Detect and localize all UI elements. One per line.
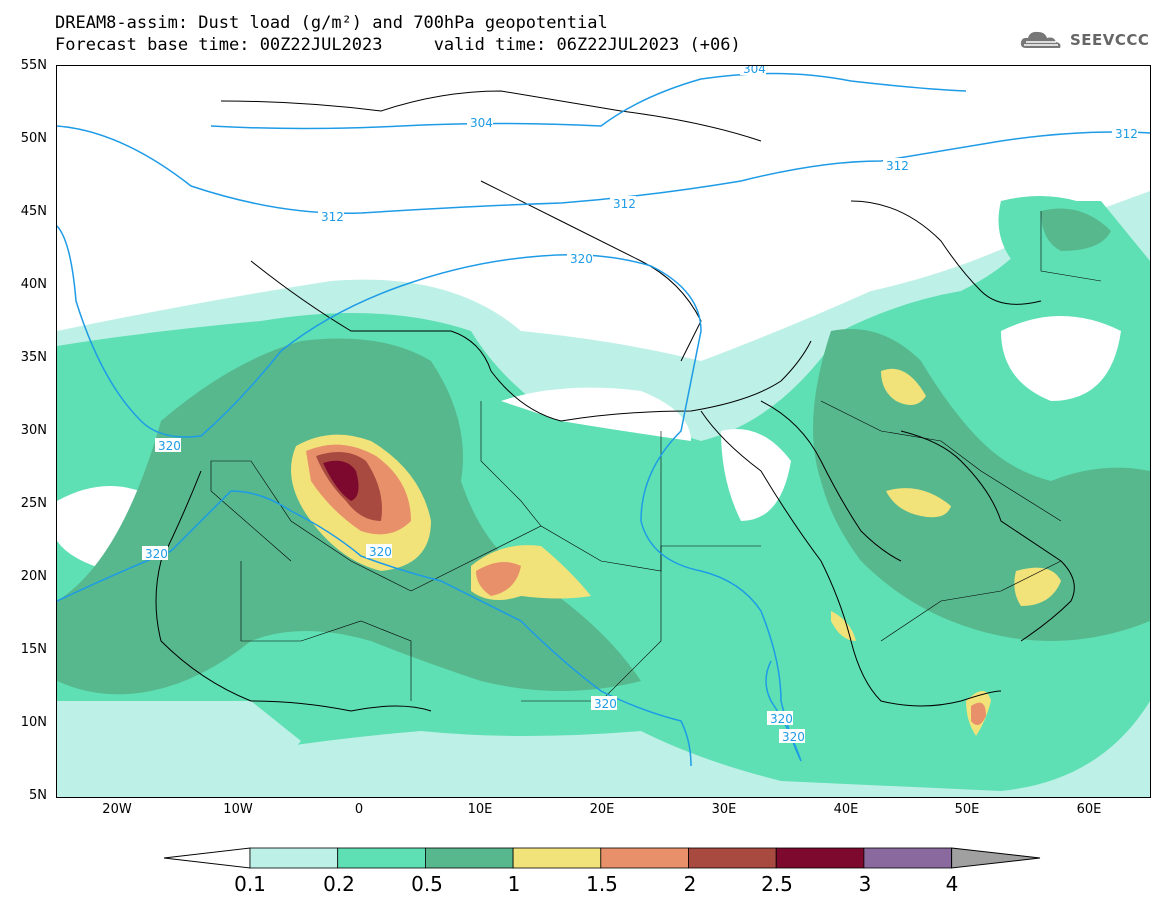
map-canvas: 304 304 312 312 312 312 320 320 320 320 … <box>57 66 1150 797</box>
contour-label: 320 <box>570 252 593 266</box>
lon-label-0: 0 <box>354 802 364 817</box>
lon-label-20w: 20W <box>102 802 132 817</box>
lon-label-30e: 30E <box>711 802 737 817</box>
lat-label-15n: 15N <box>20 642 47 657</box>
colorbar <box>163 847 1041 869</box>
colorbar-label: 3 <box>858 872 872 896</box>
lat-label-25n: 25N <box>20 496 47 511</box>
lat-label-55n: 55N <box>20 58 47 73</box>
lat-label-40n: 40N <box>20 277 47 292</box>
lon-label-20e: 20E <box>589 802 615 817</box>
colorbar-label: 2 <box>683 872 697 896</box>
borders <box>210 211 1102 702</box>
lon-label-60e: 60E <box>1076 802 1102 817</box>
colorbar-cell <box>688 847 777 869</box>
contour-label: 312 <box>321 210 344 224</box>
contour-label: 320 <box>782 730 805 744</box>
lat-label-30n: 30N <box>20 423 47 438</box>
colorbar-cell <box>249 847 339 869</box>
lon-label-10w: 10W <box>223 802 253 817</box>
colorbar-label: 1 <box>507 872 521 896</box>
lat-label-35n: 35N <box>20 350 47 365</box>
colorbar-cell <box>863 847 953 869</box>
lat-label-45n: 45N <box>20 204 47 219</box>
colorbar-low-triangle <box>163 847 251 869</box>
colorbar-label: 0.1 <box>234 872 266 896</box>
contour-label-group: 304 304 312 312 312 312 320 320 320 320 … <box>142 66 1138 744</box>
lon-label-40e: 40E <box>833 802 859 817</box>
contour-label: 320 <box>594 697 617 711</box>
logo-text: SEEVCCC <box>1070 31 1150 49</box>
colorbar-label: 0.5 <box>411 872 443 896</box>
colorbar-cell <box>512 847 602 869</box>
contour-label: 320 <box>145 547 168 561</box>
dust-map: 304 304 312 312 312 312 320 320 320 320 … <box>56 65 1151 798</box>
colorbar-cell <box>337 847 426 869</box>
colorbar-high-triangle <box>951 847 1041 869</box>
colorbar-label: 1.5 <box>586 872 618 896</box>
contour-label: 312 <box>613 197 636 211</box>
colorbar-label: 0.2 <box>323 872 355 896</box>
colorbar-cell <box>775 847 865 869</box>
lat-label-20n: 20N <box>20 569 47 584</box>
lat-label-5n: 5N <box>29 788 47 803</box>
colorbar-label: 2.5 <box>761 872 793 896</box>
contour-label: 320 <box>158 439 181 453</box>
colorbar-cell <box>424 847 514 869</box>
colorbar-cell <box>600 847 689 869</box>
lon-label-50e: 50E <box>954 802 980 817</box>
colorbar-label: 4 <box>945 872 959 896</box>
clear-regions <box>57 316 1121 797</box>
contour-label: 320 <box>369 545 392 559</box>
lat-label-10n: 10N <box>20 715 47 730</box>
seevccc-logo: SEEVCCC <box>1018 28 1149 52</box>
lat-label-50n: 50N <box>20 131 47 146</box>
map-title: DREAM8-assim: Dust load (g/m²) and 700hP… <box>55 13 608 33</box>
contour-label: 312 <box>1115 127 1138 141</box>
coastlines <box>155 90 1075 712</box>
dust-layer-2-5 <box>323 460 359 501</box>
contour-label: 304 <box>743 66 766 76</box>
map-subtitle: Forecast base time: 00Z22JUL2023 valid t… <box>55 35 741 55</box>
contour-label: 304 <box>470 116 493 130</box>
contour-label: 312 <box>886 159 909 173</box>
lon-label-10e: 10E <box>467 802 493 817</box>
contour-label: 320 <box>770 712 793 726</box>
cloud-logo-icon <box>1020 31 1061 48</box>
